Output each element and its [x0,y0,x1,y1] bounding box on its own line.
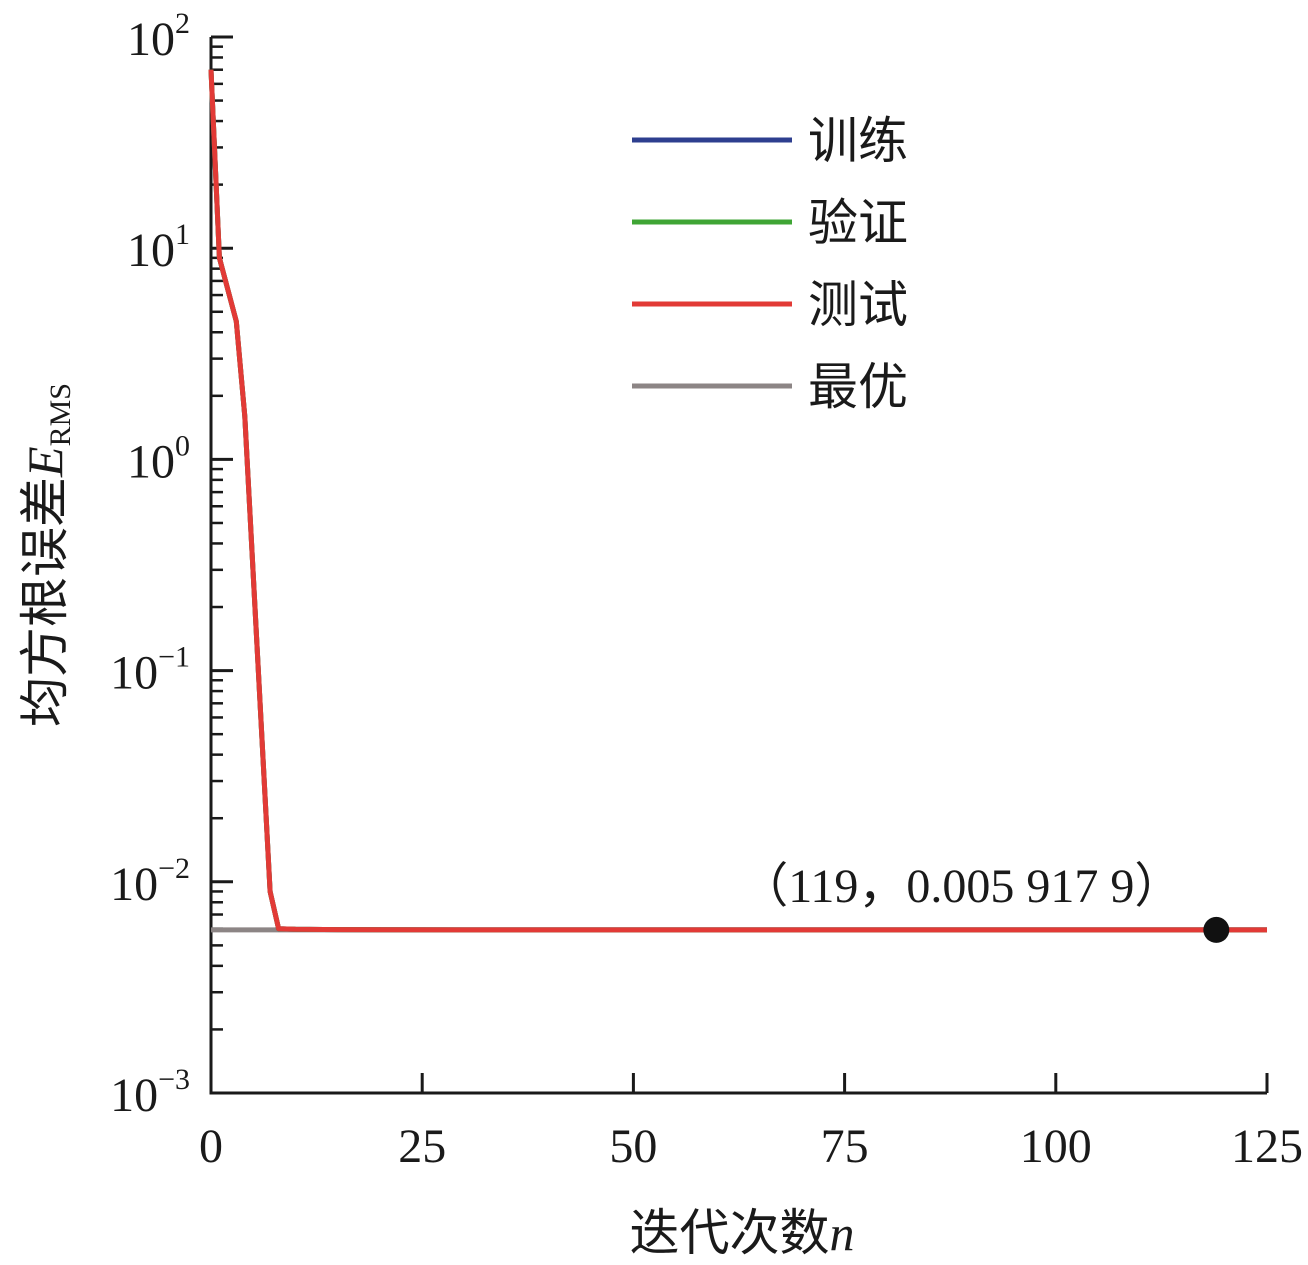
y-tick-label: 101 [127,218,190,277]
x-tick-label: 125 [1231,1120,1303,1173]
y-tick-exponent: 0 [175,429,190,462]
plot-lines [208,69,1267,933]
best-point-marker [1203,916,1230,943]
x-ticks [209,1073,1269,1093]
best-point-label: （119，0.005 917 9） [740,860,1182,913]
y-axis-variable: E [17,446,73,478]
y-tick-exponent: −3 [158,1063,190,1096]
y-tick-base: 10 [127,13,175,66]
x-axis-variable: n [830,1205,855,1261]
y-major-ticks [211,35,233,1095]
x-tick-label: 0 [199,1120,223,1173]
x-tick-label: 50 [609,1120,657,1173]
y-axis-subscript: RMS [44,383,77,446]
y-tick-label: 10−3 [110,1063,190,1122]
x-tick-label: 25 [398,1120,446,1173]
y-tick-base: 10 [110,1069,158,1122]
legend-label: 最优 [808,358,908,416]
series-line-2 [208,69,1267,933]
legend-label: 验证 [808,194,908,252]
y-tick-label: 100 [127,429,190,488]
y-tick-base: 10 [127,435,175,488]
legend-label: 测试 [808,276,908,334]
legend-label: 训练 [808,112,908,170]
x-tick-label: 75 [821,1120,869,1173]
y-tick-exponent: 1 [175,218,190,251]
series-line-1 [208,69,1267,933]
y-tick-label: 10−2 [110,852,190,911]
x-axis-title: 迭代次数n [630,1204,855,1262]
y-tick-exponent: 2 [175,7,190,40]
y-axis-label: 均方根误差 [16,477,74,727]
series-line-3 [208,69,1267,933]
x-tick-label: 100 [1020,1120,1092,1173]
y-minor-ticks [211,45,223,1031]
y-tick-exponent: −1 [158,641,190,674]
y-tick-base: 10 [110,858,158,911]
y-axis-title: 均方根误差ERMS [16,383,77,727]
x-tick-labels: 0 25 50 75 100 125 [199,1120,1303,1173]
y-tick-exponent: −2 [158,852,190,885]
x-axis-label: 迭代次数 [630,1204,830,1262]
y-tick-base: 10 [127,224,175,277]
y-tick-label: 102 [127,7,190,66]
y-tick-label: 10−1 [110,641,190,700]
y-tick-base: 10 [110,647,158,700]
